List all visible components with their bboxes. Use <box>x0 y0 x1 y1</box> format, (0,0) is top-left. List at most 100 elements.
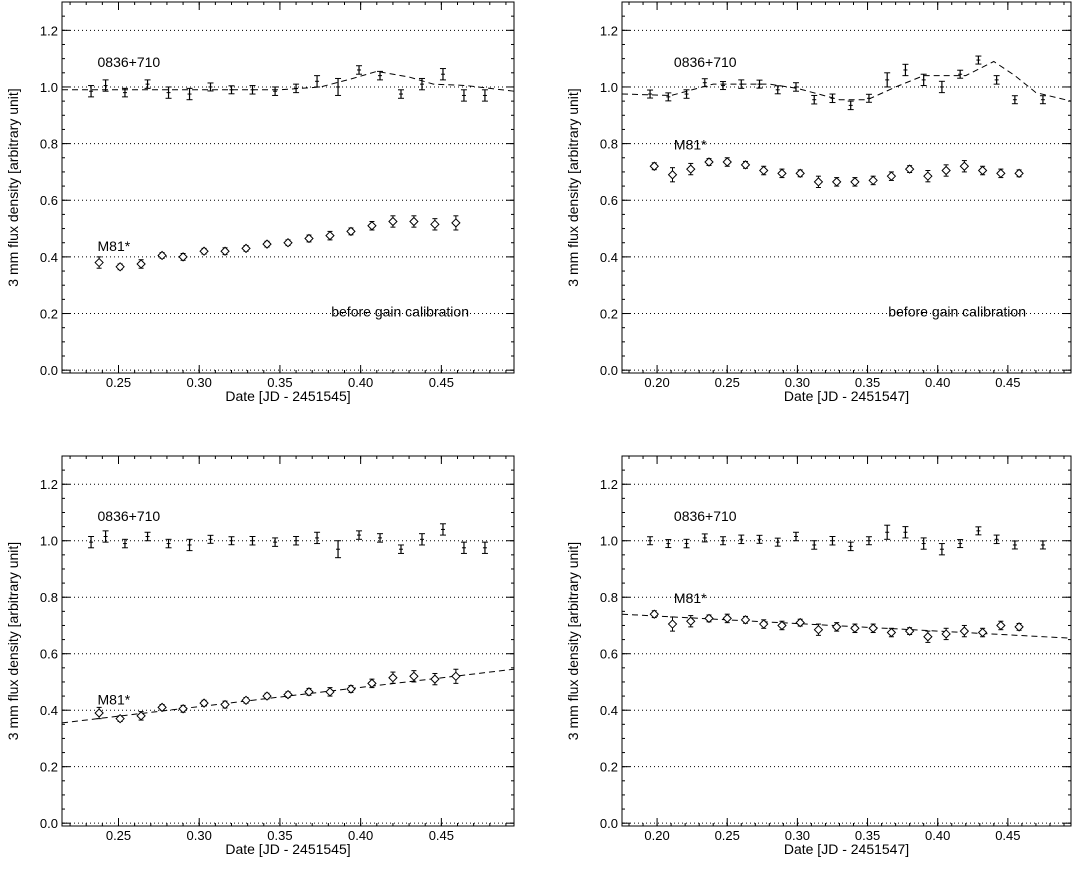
data-point-m81 <box>367 221 377 231</box>
y-tick-label: 0.6 <box>40 647 58 662</box>
data-point-m81 <box>178 252 188 262</box>
data-point-m81 <box>136 259 146 269</box>
y-tick-label: 1.0 <box>600 80 618 95</box>
data-point-m81 <box>904 626 915 636</box>
series-label: 0836+710 <box>674 54 737 70</box>
annotation-note: before gain calibration <box>331 303 469 319</box>
x-tick-label: 0.40 <box>925 375 950 390</box>
x-tick-label: 0.25 <box>715 828 740 843</box>
data-point-m81 <box>409 216 419 227</box>
y-tick-label: 1.2 <box>40 23 58 38</box>
data-point-m81 <box>759 165 769 176</box>
x-tick-label: 0.45 <box>995 828 1020 843</box>
data-point-m81 <box>430 674 440 684</box>
series-label: M81* <box>674 136 707 152</box>
x-axis-label: Date [JD - 2451547] <box>784 388 909 404</box>
data-point-m81 <box>740 160 751 170</box>
series-label: M81* <box>98 692 131 708</box>
y-tick-label: 0.6 <box>600 193 618 208</box>
data-point-m81 <box>136 711 146 721</box>
y-tick-label: 0.4 <box>600 703 618 718</box>
plot-frame <box>61 455 515 827</box>
data-point-m81 <box>850 177 860 187</box>
y-tick-label: 0.8 <box>40 137 58 152</box>
data-point-m81 <box>283 689 293 700</box>
x-tick-label: 0.30 <box>785 828 810 843</box>
x-tick-label: 0.25 <box>106 828 131 843</box>
data-point-m81 <box>388 216 398 227</box>
x-tick-label: 0.40 <box>348 828 373 843</box>
data-point-m81 <box>451 671 461 682</box>
annotation-note: before gain calibration <box>888 303 1026 319</box>
y-axis-label: 3 mm flux density [arbitrary unit] <box>5 88 21 286</box>
data-point-m81 <box>220 699 230 710</box>
data-point-m81 <box>430 219 440 230</box>
data-point-m81 <box>367 678 377 689</box>
data-point-m81 <box>868 623 878 633</box>
data-point-m81 <box>199 698 209 708</box>
series-label: 0836+710 <box>674 508 737 524</box>
y-axis-label: 3 mm flux density [arbitrary unit] <box>565 88 581 286</box>
data-point-m81 <box>94 257 104 268</box>
data-point-m81 <box>262 239 272 249</box>
x-tick-label: 0.45 <box>429 375 454 390</box>
fit-line <box>61 668 515 724</box>
data-point-m81 <box>941 165 951 176</box>
x-axis-label: Date [JD - 2451545] <box>225 841 350 857</box>
x-tick-label: 0.45 <box>995 375 1020 390</box>
data-point-m81 <box>886 171 897 181</box>
y-tick-label: 0.4 <box>40 250 58 265</box>
data-point-m81 <box>759 619 769 629</box>
x-axis-label: Date [JD - 2451547] <box>784 841 909 857</box>
data-point-m81 <box>850 623 860 633</box>
panel-bottom-right: 0.20 0.25 0.30 0.35 0.40 0.45 0.0 0.2 0.4 0.6 0.8 1… <box>565 455 1072 857</box>
data-point-m81 <box>813 177 824 187</box>
data-point-m81 <box>777 168 787 179</box>
data-point-m81 <box>795 617 805 628</box>
fit-line <box>62 70 515 92</box>
series-label: 0836+710 <box>98 54 161 70</box>
data-point-m81 <box>667 170 678 180</box>
x-tick-label: 0.25 <box>715 375 740 390</box>
y-tick-label: 1.0 <box>40 534 58 549</box>
data-point-m81 <box>241 695 251 706</box>
data-point-m81 <box>1014 168 1024 179</box>
y-tick-label: 0.0 <box>600 363 618 378</box>
x-tick-label: 0.30 <box>187 375 212 390</box>
data-point-m81 <box>451 218 461 228</box>
x-tick-label: 0.20 <box>644 375 669 390</box>
data-point-m81 <box>686 164 696 174</box>
x-tick-label: 0.40 <box>348 375 373 390</box>
y-tick-label: 0.0 <box>600 816 618 831</box>
y-axis-label: 3 mm flux density [arbitrary unit] <box>565 542 581 740</box>
y-tick-label: 1.0 <box>600 534 618 549</box>
plot-frame <box>621 455 1072 827</box>
y-tick-label: 0.2 <box>600 307 618 322</box>
y-tick-label: 0.4 <box>40 703 58 718</box>
y-tick-label: 0.0 <box>40 816 58 831</box>
data-point-m81 <box>831 622 842 632</box>
series-label: M81* <box>98 238 131 254</box>
y-tick-label: 0.8 <box>40 590 58 605</box>
panel-top-left: 0.25 0.30 0.35 0.40 0.45 0.0 0.2 0.4 0.6 0.8 1.0 1.… <box>5 1 515 404</box>
x-tick-label: 0.30 <box>785 375 810 390</box>
y-tick-label: 0.4 <box>600 250 618 265</box>
data-point-m81 <box>304 687 314 697</box>
data-point-m81 <box>904 164 915 174</box>
data-point-m81 <box>115 262 125 272</box>
panel-top-right: 0.20 0.25 0.30 0.35 0.40 0.45 0.0 0.2 0.4 0.6 0.8 1… <box>565 1 1072 404</box>
x-tick-label: 0.40 <box>925 828 950 843</box>
data-point-m81 <box>923 171 933 181</box>
panel-bottom-left: 0.25 0.30 0.35 0.40 0.45 0.0 0.2 0.4 0.6 0.8 1.0 1.… <box>5 455 515 857</box>
x-tick-label: 0.45 <box>429 828 454 843</box>
data-point-m81 <box>241 243 251 254</box>
data-point-m81 <box>649 609 659 619</box>
y-tick-label: 1.2 <box>600 477 618 492</box>
y-tick-label: 0.6 <box>600 647 618 662</box>
x-tick-label: 0.35 <box>855 828 880 843</box>
data-point-m81 <box>262 691 272 701</box>
y-tick-label: 0.2 <box>40 307 58 322</box>
x-axis-label: Date [JD - 2451545] <box>225 388 350 404</box>
data-point-m81 <box>283 238 293 248</box>
